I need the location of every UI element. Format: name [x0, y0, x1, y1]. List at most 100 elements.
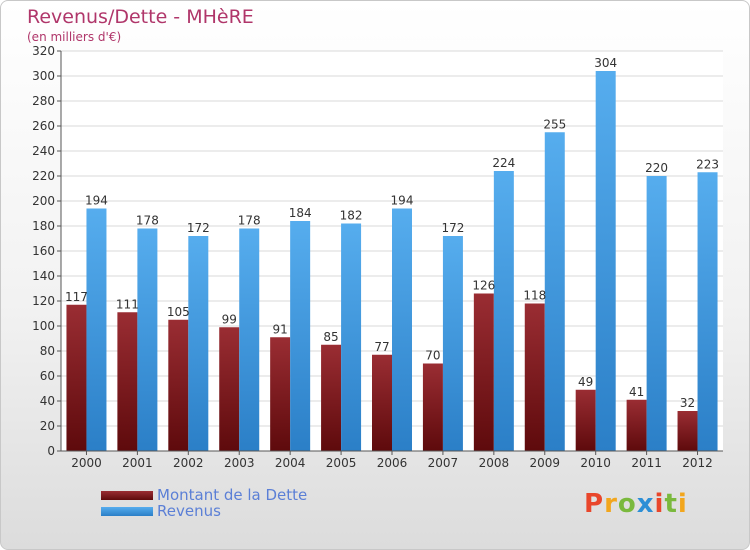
- bar-revenus: [86, 208, 107, 451]
- logo-letter: i: [654, 489, 665, 519]
- bar-revenus: [392, 208, 412, 451]
- x-tick-label: 2011: [631, 456, 662, 470]
- y-tick-label: 260: [32, 119, 55, 133]
- x-tick-label: 2001: [122, 456, 153, 470]
- data-label-debt: 70: [425, 349, 440, 363]
- y-tick-label: 280: [32, 94, 55, 108]
- bar-debt: [168, 319, 189, 451]
- data-label-debt: 49: [578, 375, 593, 389]
- bar-debt: [524, 303, 545, 451]
- y-tick-label: 180: [32, 219, 55, 233]
- x-tick-label: 2006: [377, 456, 408, 470]
- legend-label-revenus: Revenus: [157, 502, 221, 520]
- logo-letter: o: [617, 489, 637, 519]
- logo-letter: i: [677, 489, 688, 519]
- data-label-debt: 85: [323, 330, 338, 344]
- bar-debt: [422, 363, 443, 451]
- x-tick-label: 2004: [275, 456, 306, 470]
- x-tick-label: 2005: [326, 456, 357, 470]
- x-tick-label: 2012: [682, 456, 713, 470]
- bar-debt: [575, 389, 596, 451]
- legend-swatch-debt: [101, 490, 153, 500]
- bar-debt: [270, 337, 291, 451]
- bar-debt: [321, 344, 342, 451]
- bar-revenus: [290, 221, 311, 451]
- data-label-debt: 32: [680, 396, 695, 410]
- bar-debt: [219, 327, 240, 451]
- legend-label-debt: Montant de la Dette: [157, 486, 308, 504]
- x-tick-label: 2000: [71, 456, 102, 470]
- data-label-revenus: 178: [136, 214, 159, 228]
- y-tick-label: 60: [40, 369, 55, 383]
- y-tick-label: 160: [32, 244, 55, 258]
- bar-revenus: [697, 172, 718, 451]
- bar-debt: [473, 293, 494, 451]
- legend: Montant de la Dette Revenus: [101, 486, 308, 520]
- data-label-debt: 111: [116, 297, 139, 311]
- data-label-revenus: 194: [85, 194, 108, 208]
- x-tick-label: 2003: [224, 456, 255, 470]
- y-tick-label: 320: [32, 44, 55, 58]
- x-tick-label: 2009: [529, 456, 560, 470]
- bar-revenus: [595, 71, 616, 451]
- x-tick-label: 2010: [580, 456, 611, 470]
- x-tick-label: 2008: [479, 456, 510, 470]
- data-label-revenus: 172: [187, 221, 210, 235]
- data-label-revenus: 224: [492, 156, 515, 170]
- y-tick-label: 80: [40, 344, 55, 358]
- y-tick-label: 40: [40, 394, 55, 408]
- y-tick-label: 0: [47, 444, 55, 458]
- y-tick-label: 120: [32, 294, 55, 308]
- bar-debt: [372, 354, 392, 451]
- logo-letter: x: [636, 489, 655, 519]
- data-label-revenus: 172: [441, 221, 464, 235]
- logo-letter: r: [604, 489, 618, 519]
- data-label-debt: 91: [273, 322, 288, 336]
- data-label-revenus: 223: [696, 157, 719, 171]
- logo-letter: P: [584, 489, 605, 519]
- data-label-debt: 99: [222, 312, 237, 326]
- legend-item-revenus: Revenus: [101, 502, 307, 520]
- data-label-debt: 117: [65, 290, 88, 304]
- data-label-revenus: 182: [340, 209, 363, 223]
- data-label-revenus: 255: [543, 117, 566, 131]
- bar-debt: [626, 399, 647, 451]
- data-label-debt: 118: [523, 289, 546, 303]
- logo-letter: t: [664, 489, 678, 519]
- legend-item-debt: Montant de la Dette: [101, 486, 308, 504]
- data-label-revenus: 178: [238, 214, 261, 228]
- bar-revenus: [239, 228, 260, 451]
- bar-revenus: [493, 171, 514, 451]
- proxiti-logo: Proxiti: [584, 489, 688, 519]
- data-label-debt: 77: [374, 340, 389, 354]
- x-tick-label: 2007: [428, 456, 459, 470]
- data-label-debt: 126: [472, 279, 495, 293]
- y-tick-label: 240: [32, 144, 55, 158]
- y-tick-label: 20: [40, 419, 55, 433]
- bar-revenus: [646, 176, 667, 451]
- bar-revenus: [442, 236, 463, 451]
- bar-debt: [66, 304, 87, 451]
- chart-title: Revenus/Dette - MHèRE: [27, 6, 254, 28]
- bar-revenus: [544, 132, 565, 451]
- y-tick-label: 300: [32, 69, 55, 83]
- bar-debt: [677, 411, 698, 451]
- data-label-debt: 41: [629, 385, 644, 399]
- bar-revenus: [188, 236, 209, 451]
- y-tick-label: 140: [32, 269, 55, 283]
- x-tick-label: 2002: [173, 456, 204, 470]
- y-tick-label: 200: [32, 194, 55, 208]
- data-label-revenus: 194: [391, 194, 414, 208]
- bar-debt: [117, 312, 138, 451]
- bar-revenus: [341, 223, 362, 451]
- bar-revenus: [137, 228, 158, 451]
- y-tick-label: 220: [32, 169, 55, 183]
- data-label-revenus: 304: [594, 56, 617, 70]
- data-label-revenus: 220: [645, 161, 668, 175]
- legend-swatch-revenus: [101, 506, 153, 516]
- data-label-revenus: 184: [289, 206, 312, 220]
- y-tick-label: 100: [32, 319, 55, 333]
- chart-subtitle: (en milliers d'€): [27, 30, 122, 44]
